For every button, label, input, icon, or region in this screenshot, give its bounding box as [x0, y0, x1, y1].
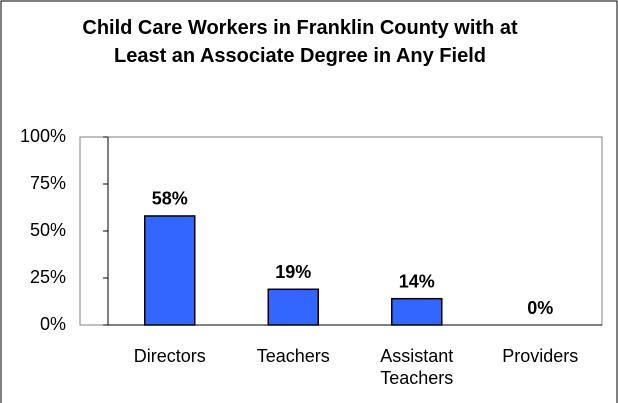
y-tick-label: 0%: [40, 314, 66, 334]
value-label: 58%: [152, 189, 188, 209]
x-tick-label: Directors: [133, 346, 206, 366]
x-tick-label: Providers: [502, 346, 579, 366]
value-label: 19%: [275, 262, 311, 282]
bar: [144, 215, 196, 326]
y-tick-label: 100%: [20, 126, 66, 146]
value-label: 0%: [527, 298, 553, 318]
value-label: 14%: [399, 271, 435, 291]
bar: [391, 297, 443, 326]
chart-title: Child Care Workers in Franklin County wi…: [82, 17, 518, 67]
x-tick-label: Assistant Teachers: [380, 346, 454, 388]
y-tick-label: 50%: [30, 220, 66, 240]
x-tick-label: Teachers: [256, 346, 330, 366]
bar: [267, 288, 319, 326]
y-tick-label: 25%: [30, 267, 66, 287]
y-tick-label: 75%: [30, 173, 66, 193]
